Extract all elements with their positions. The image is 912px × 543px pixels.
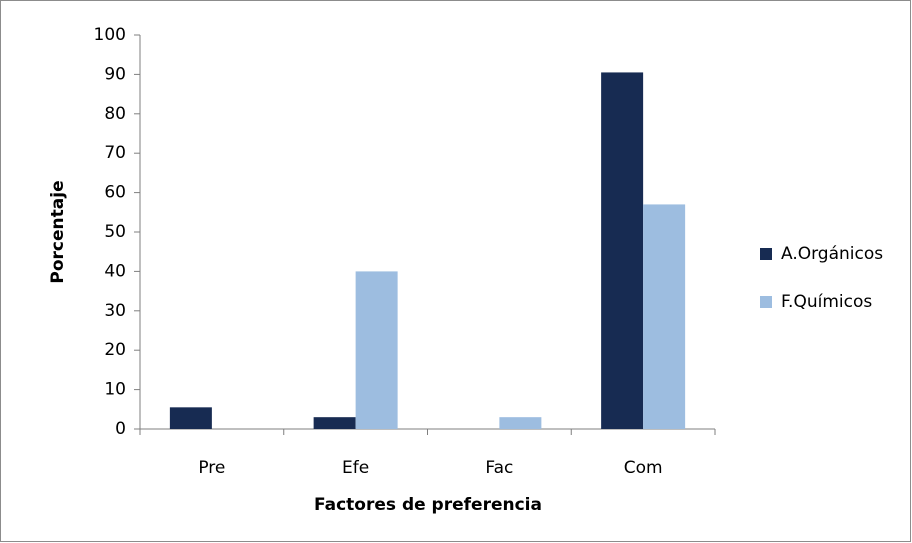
x-axis-title: Factores de preferencia	[314, 495, 542, 515]
y-tick-label: 0	[115, 419, 126, 439]
bar	[169, 407, 212, 429]
y-axis-title: Porcentaje	[48, 180, 68, 283]
y-tick-label: 90	[104, 64, 126, 84]
x-tick-label: Pre	[198, 458, 225, 478]
bar	[499, 417, 542, 429]
y-tick-label: 70	[104, 143, 126, 163]
y-tick-label: 100	[94, 25, 126, 45]
y-tick-label: 80	[104, 104, 126, 124]
bar	[313, 417, 356, 429]
bar	[643, 204, 686, 429]
x-tick-label: Fac	[485, 458, 513, 478]
y-tick-label: 20	[104, 340, 126, 360]
y-tick-label: 40	[104, 261, 126, 281]
y-tick-label: 10	[104, 380, 126, 400]
y-tick-label: 50	[104, 222, 126, 242]
legend-swatch	[760, 248, 772, 260]
legend-label: F.Químicos	[781, 292, 872, 312]
x-tick-label: Com	[624, 458, 663, 478]
y-tick-label: 30	[104, 301, 126, 321]
bar	[355, 271, 398, 429]
legend-label: A.Orgánicos	[781, 244, 883, 264]
bar	[601, 72, 644, 430]
x-tick-label: Efe	[342, 458, 369, 478]
y-tick-label: 60	[104, 183, 126, 203]
legend-swatch	[760, 296, 772, 308]
